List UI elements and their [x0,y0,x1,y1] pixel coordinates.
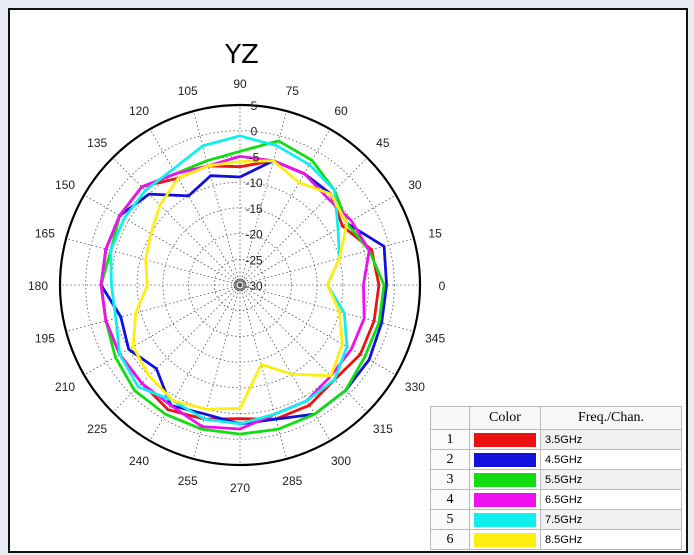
angle-tick-label: 195 [35,331,55,345]
legend-row: 4 6.5GHz [430,489,682,510]
angle-tick-label: 45 [376,136,390,150]
angle-tick-label: 300 [331,454,351,468]
angle-tick-label: 315 [373,422,393,436]
grid-ring [213,258,267,312]
angle-tick-label: 240 [129,454,149,468]
angle-tick-label: 180 [28,279,48,293]
legend-row: 3 5.5GHz [430,469,682,490]
radial-tick-label: -30 [245,279,263,293]
radial-tick-label: -15 [245,202,263,216]
angle-tick-label: 255 [178,474,198,488]
radial-tick-label: -10 [245,176,263,190]
grid-spoke [239,284,368,413]
radial-tick-label: -20 [245,228,263,242]
legend-header-color: Color [469,406,541,430]
center-marker [237,282,243,288]
angle-tick-label: 75 [286,84,300,98]
legend-swatch-cell [469,529,541,550]
polar-chart: YZ 0 15 30 45 60 75 90 105 120 135 150 165 180 195 210… [28,40,446,495]
legend-index: 3 [430,469,470,490]
grid-spoke [239,284,397,376]
angle-tick-label: 330 [405,380,425,394]
angle-tick-label: 60 [334,104,348,118]
radial-tick-label: -5 [249,150,260,164]
legend-table: Color Freq./Chan. 1 3.5GHz 2 4.5GHz 3 5.5GHz 4… [430,406,682,550]
legend-index: 4 [430,489,470,510]
legend-header-freq: Freq./Chan. [540,406,682,430]
series-line-7.5GHz [109,134,349,426]
chart-frame: YZ 0 15 30 45 60 75 90 105 120 135 150 165 180 195 210… [8,8,688,553]
grid-spoke [66,284,241,332]
legend-index: 1 [430,429,470,450]
legend-header-row: Color Freq./Chan. [430,406,682,430]
chart-title: YZ [224,40,259,70]
grid-spoke [239,238,414,286]
legend-label: 8.5GHz [540,529,682,550]
legend-swatch [474,532,536,547]
legend-label: 3.5GHz [540,429,682,450]
radial-tick-label: 5 [251,99,258,113]
center-marker [233,278,247,292]
grid-spoke [239,284,414,332]
legend-swatch-cell [469,509,541,530]
grid-ring [136,181,344,389]
legend-row: 5 7.5GHz [430,509,682,530]
center-marker [235,280,245,290]
legend-row: 2 4.5GHz [430,449,682,470]
legend-swatch [474,452,536,467]
angle-tick-label: 225 [87,422,107,436]
angle-tick-label: 30 [408,178,422,192]
grid-spoke [83,194,241,286]
angle-tick-label: 135 [87,136,107,150]
angle-tick-label: 120 [129,104,149,118]
angle-tick-label: 15 [428,227,442,241]
angle-tick-label: 345 [425,331,445,345]
legend-row: 1 3.5GHz [430,429,682,450]
angle-tick-label: 0 [439,279,446,293]
legend-header-index [430,406,470,430]
legend-swatch [474,492,536,507]
legend-label: 5.5GHz [540,469,682,490]
angle-tick-label: 285 [282,474,302,488]
legend-swatch-cell [469,489,541,510]
legend-index: 6 [430,529,470,550]
angle-tick-label: 90 [233,77,247,91]
grid-spoke [112,284,241,413]
legend-index: 2 [430,449,470,470]
grid-ring [188,233,292,337]
radial-tick-label: -25 [245,253,263,267]
legend-swatch [474,512,536,527]
legend-swatch-cell [469,449,541,470]
outer-ring [58,103,422,467]
legend-label: 7.5GHz [540,509,682,530]
angle-tick-label: 210 [55,380,75,394]
angle-tick-label: 105 [178,84,198,98]
grid-spoke [66,238,241,286]
series-line-8.5GHz [131,159,349,411]
legend-swatch [474,432,536,447]
legend-swatch-cell [469,429,541,450]
angle-tick-label: 165 [35,227,55,241]
angle-tick-label: 150 [55,178,75,192]
legend-row: 6 8.5GHz [430,529,682,550]
angle-tick-label: 270 [230,481,250,495]
grid-ring [85,130,395,440]
radial-tick-label: 0 [251,125,258,139]
legend-swatch [474,472,536,487]
legend-label: 6.5GHz [540,489,682,510]
legend-index: 5 [430,509,470,530]
legend-label: 4.5GHz [540,449,682,470]
legend-swatch-cell [469,469,541,490]
